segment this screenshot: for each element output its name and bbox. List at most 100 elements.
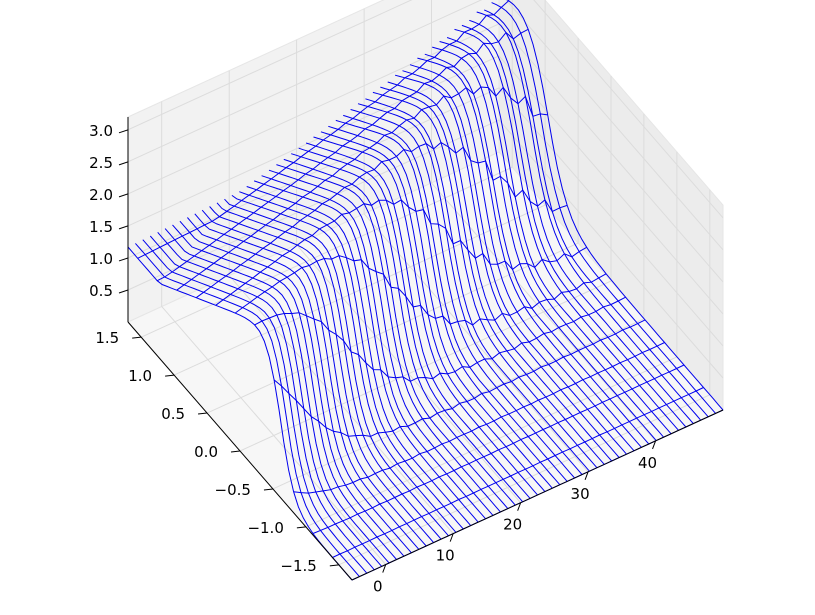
wire-line-x bbox=[209, 206, 434, 543]
wire-line-x bbox=[357, 103, 583, 475]
y-tick-mark bbox=[296, 526, 306, 529]
x-tick-mark bbox=[517, 502, 522, 511]
wire-line-x bbox=[476, 11, 702, 421]
wire-line-x bbox=[305, 142, 531, 499]
wire-line-x bbox=[261, 175, 486, 520]
wire-line-y bbox=[215, 199, 587, 306]
wire-line-y bbox=[137, 0, 510, 259]
y-tick-mark bbox=[132, 336, 142, 339]
wire-line-y bbox=[254, 296, 626, 382]
wire-line-x bbox=[313, 136, 538, 496]
wire-line-x bbox=[394, 74, 620, 458]
z-tick-mark bbox=[118, 129, 129, 134]
wire-line-x bbox=[387, 81, 613, 462]
wire-line-x bbox=[142, 239, 368, 574]
wire-line-x bbox=[506, 0, 724, 411]
wire-line-y bbox=[273, 319, 646, 437]
wire-line-x bbox=[483, 9, 709, 418]
wire-line-x bbox=[469, 19, 694, 424]
y-tick-mark bbox=[198, 412, 208, 415]
wire-line-x bbox=[179, 220, 405, 557]
grid-line-y bbox=[239, 76, 612, 452]
grid-line-x bbox=[363, 8, 589, 473]
x-tick-label: 40 bbox=[638, 454, 657, 472]
wire-line-x bbox=[350, 109, 575, 479]
wire-line-y bbox=[332, 387, 704, 558]
y-tick-mark bbox=[263, 488, 273, 491]
wire-line-x bbox=[298, 147, 524, 503]
y-tick-mark bbox=[165, 374, 175, 377]
wire-line-x bbox=[253, 180, 479, 523]
y-tick-label: 1.5 bbox=[95, 329, 119, 347]
wireframe-surface bbox=[127, 0, 724, 581]
wire-line-x bbox=[216, 202, 442, 540]
y-tick-label: −0.5 bbox=[215, 481, 251, 499]
z-tick-label: 1.0 bbox=[89, 250, 113, 268]
wire-line-y bbox=[234, 255, 607, 326]
wire-line-x bbox=[446, 37, 672, 435]
x-tick-label: 0 bbox=[373, 578, 383, 596]
wire-line-x bbox=[187, 217, 412, 554]
wire-line-x bbox=[268, 169, 494, 516]
wire-line-x bbox=[320, 131, 546, 492]
wire-line-x bbox=[157, 231, 383, 567]
wire-line-x bbox=[224, 198, 449, 537]
grid-line-z bbox=[127, 55, 724, 315]
wire-line-y bbox=[195, 141, 568, 299]
wire-line-x bbox=[380, 86, 605, 465]
grid-line-x bbox=[431, 0, 656, 442]
x-tick-label: 10 bbox=[436, 547, 455, 565]
z-tick-label: 2.0 bbox=[89, 186, 113, 204]
z-tick-mark bbox=[118, 289, 129, 294]
y-tick-label: −1.5 bbox=[280, 557, 316, 575]
wire-line-x bbox=[343, 114, 568, 482]
y-tick-label: 0.0 bbox=[194, 443, 218, 461]
wire-line-x bbox=[402, 70, 627, 455]
wire-line-x bbox=[283, 158, 509, 509]
wire-line-x bbox=[231, 194, 457, 533]
y-tick-mark bbox=[329, 564, 339, 567]
wire-line-x bbox=[172, 224, 397, 560]
x-tick-mark bbox=[382, 564, 387, 573]
wire-line-x bbox=[127, 246, 353, 581]
wire-line-y bbox=[312, 364, 685, 534]
grid-line-z bbox=[127, 119, 724, 379]
grid-line-x bbox=[228, 70, 454, 534]
grid-line-y bbox=[140, 0, 513, 338]
wire-line-y bbox=[293, 342, 665, 494]
wire-line-x bbox=[239, 191, 464, 530]
x-tick-mark bbox=[652, 440, 657, 450]
wire-line-x bbox=[149, 235, 375, 571]
grid-line-z bbox=[127, 0, 724, 251]
x-tick-mark bbox=[584, 471, 589, 480]
wire-line-x bbox=[454, 28, 679, 431]
z-tick-label: 3.0 bbox=[89, 122, 113, 140]
wire-line-x bbox=[246, 186, 472, 526]
wire-line-x bbox=[417, 57, 642, 448]
x-tick-label: 30 bbox=[571, 485, 590, 503]
wire-line-x bbox=[291, 153, 516, 506]
z-tick-mark bbox=[118, 193, 129, 198]
wire-line-x bbox=[491, 2, 716, 414]
wire-line-x bbox=[135, 243, 360, 577]
wire-line-x bbox=[424, 53, 650, 445]
wire-line-y bbox=[176, 86, 548, 291]
wire-line-x bbox=[432, 46, 657, 441]
z-tick-mark bbox=[118, 161, 129, 166]
wire-line-x bbox=[461, 24, 687, 428]
z-tick-label: 0.5 bbox=[89, 282, 113, 300]
grid-line-y bbox=[206, 38, 579, 414]
y-tick-label: 0.5 bbox=[161, 405, 185, 423]
wire-line-y bbox=[156, 28, 529, 282]
z-tick-mark bbox=[118, 225, 129, 230]
wire-line-x bbox=[201, 209, 427, 547]
wire-line-x bbox=[194, 213, 420, 550]
y-tick-mark bbox=[230, 450, 241, 453]
grid-line-z bbox=[127, 87, 724, 347]
wire-line-x bbox=[365, 98, 590, 472]
wire-line-x bbox=[328, 125, 553, 489]
axis-ticks: 0 10 20 30 40 −1.5 −1.0 −0.5 0.0 0.5 1.0 1.5 0.5 1.0 1… bbox=[89, 122, 657, 596]
x-tick-label: 20 bbox=[503, 516, 522, 534]
x-axis-line bbox=[351, 409, 724, 581]
